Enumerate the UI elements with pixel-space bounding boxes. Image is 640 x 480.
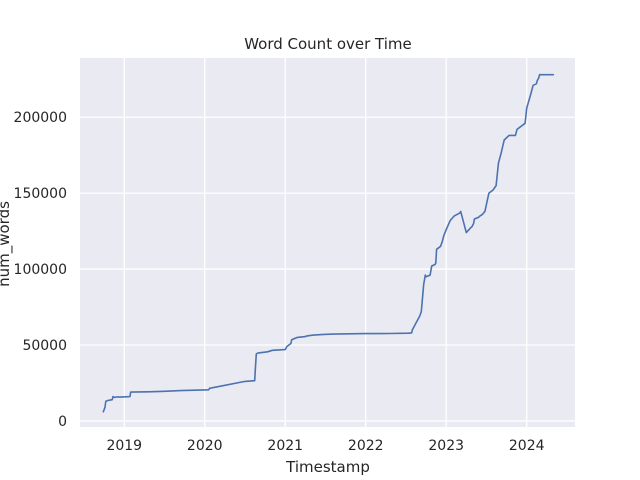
x-tick-labels: 2019 2020 2021 2022 2023 2024 xyxy=(106,438,544,454)
chart-title: Word Count over Time xyxy=(244,35,412,53)
x-axis-label: Timestamp xyxy=(285,458,370,476)
x-tick-label: 2019 xyxy=(106,438,142,454)
y-tick-label: 150000 xyxy=(14,186,67,202)
x-tick-label: 2024 xyxy=(509,438,545,454)
y-tick-label: 50000 xyxy=(22,338,67,354)
y-tick-label: 200000 xyxy=(14,110,67,126)
plot-background xyxy=(80,58,575,427)
x-tick-label: 2022 xyxy=(348,438,384,454)
y-tick-label: 0 xyxy=(58,414,67,430)
x-tick-label: 2021 xyxy=(267,438,303,454)
x-tick-label: 2020 xyxy=(187,438,223,454)
y-tick-labels: 0 50000 100000 150000 200000 xyxy=(14,110,67,430)
y-axis-label: num_words xyxy=(0,201,14,287)
gridlines xyxy=(80,58,575,427)
y-tick-label: 100000 xyxy=(14,262,67,278)
x-tick-label: 2023 xyxy=(428,438,464,454)
series-line xyxy=(102,73,555,413)
series-group xyxy=(102,73,555,413)
